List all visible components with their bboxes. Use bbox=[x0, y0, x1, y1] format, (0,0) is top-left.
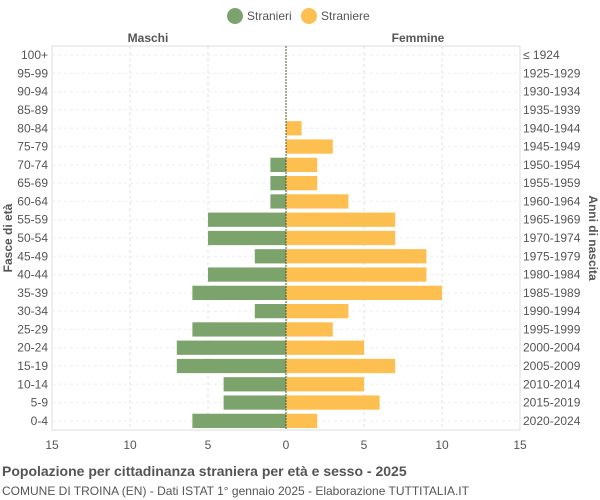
age-band-label: 40-44 bbox=[17, 268, 48, 282]
age-band-label: 80-84 bbox=[17, 121, 48, 135]
bar-male bbox=[208, 230, 286, 246]
chart-subtitle: COMUNE DI TROINA (EN) - Dati ISTAT 1° ge… bbox=[2, 484, 469, 498]
bar-male bbox=[254, 304, 286, 319]
bar-male bbox=[192, 322, 286, 337]
bar-male bbox=[208, 212, 286, 227]
bar-female bbox=[286, 340, 364, 355]
birth-year-label: 1925-1929 bbox=[523, 66, 581, 80]
age-band-label: 60-64 bbox=[17, 194, 48, 208]
age-band-label: 5-9 bbox=[31, 396, 49, 410]
birth-year-label: ≤ 1924 bbox=[523, 48, 560, 62]
y-axis-title-right: Anni di nascita bbox=[586, 195, 600, 281]
birth-year-label: 2020-2024 bbox=[523, 414, 581, 428]
legend-label-stranieri: Stranieri bbox=[247, 9, 292, 23]
age-band-label: 25-29 bbox=[17, 322, 48, 336]
age-band-label: 50-54 bbox=[17, 231, 48, 245]
age-band-label: 0-4 bbox=[31, 414, 49, 428]
birth-year-label: 1975-1979 bbox=[523, 249, 581, 263]
bar-male bbox=[208, 267, 286, 282]
bar-female bbox=[286, 176, 318, 191]
birth-year-label: 1970-1974 bbox=[523, 231, 581, 245]
bar-male bbox=[176, 340, 286, 355]
legend-swatch-straniere bbox=[301, 8, 317, 24]
birth-year-label: 1995-1999 bbox=[523, 322, 581, 336]
x-tick-label: 5 bbox=[205, 438, 212, 452]
males-header: Maschi bbox=[128, 31, 169, 45]
age-band-label: 65-69 bbox=[17, 176, 48, 190]
chart-title: Popolazione per cittadinanza straniera p… bbox=[2, 463, 407, 479]
bar-female bbox=[286, 358, 396, 374]
x-tick-label: 15 bbox=[513, 438, 527, 452]
age-band-label: 35-39 bbox=[17, 286, 48, 300]
birth-year-label: 2005-2009 bbox=[523, 359, 581, 373]
bar-female bbox=[286, 212, 396, 227]
bar-female bbox=[286, 121, 302, 136]
age-band-label: 75-79 bbox=[17, 140, 48, 154]
x-tick-label: 0 bbox=[283, 438, 290, 452]
age-band-label: 95-99 bbox=[17, 66, 48, 80]
birth-year-label: 1935-1939 bbox=[523, 103, 581, 117]
bar-female bbox=[286, 285, 442, 300]
bar-male bbox=[270, 157, 286, 172]
bar-male bbox=[254, 249, 286, 264]
bar-male bbox=[223, 395, 286, 410]
bar-male bbox=[223, 377, 286, 392]
x-tick-label: 10 bbox=[123, 438, 137, 452]
bar-female bbox=[286, 267, 427, 282]
population-pyramid-chart: 15 10 5 0 5 10 15 100+ ≤ 1924 95-99 1925-1929 90-94… bbox=[1, 8, 600, 452]
birth-year-label: 1965-1969 bbox=[523, 213, 581, 227]
birth-year-label: 2000-2004 bbox=[523, 341, 581, 355]
birth-year-label: 1940-1944 bbox=[523, 121, 581, 135]
bar-male bbox=[270, 194, 286, 209]
bar-female bbox=[286, 413, 318, 428]
bar-female bbox=[286, 157, 318, 172]
bar-male bbox=[176, 358, 286, 374]
birth-year-label: 1960-1964 bbox=[523, 194, 581, 208]
birth-year-label: 2010-2014 bbox=[523, 377, 581, 391]
bar-female bbox=[286, 322, 333, 337]
bar-male bbox=[192, 413, 286, 428]
legend-label-straniere: Straniere bbox=[321, 9, 370, 23]
bar-female bbox=[286, 230, 396, 246]
birth-year-label: 1990-1994 bbox=[523, 304, 581, 318]
age-band-label: 15-19 bbox=[17, 359, 48, 373]
birth-year-label: 1985-1989 bbox=[523, 286, 581, 300]
legend-swatch-stranieri bbox=[227, 8, 243, 24]
birth-year-label: 1950-1954 bbox=[523, 158, 581, 172]
age-band-label: 100+ bbox=[21, 48, 48, 62]
birth-year-label: 1980-1984 bbox=[523, 268, 581, 282]
x-tick-label: 5 bbox=[361, 438, 368, 452]
bar-female bbox=[286, 395, 380, 410]
females-header: Femmine bbox=[392, 31, 445, 45]
bar-male bbox=[270, 176, 286, 191]
birth-year-label: 1945-1949 bbox=[523, 140, 581, 154]
age-band-label: 55-59 bbox=[17, 213, 48, 227]
bar-female bbox=[286, 249, 427, 264]
age-band-label: 70-74 bbox=[17, 158, 48, 172]
bar-female bbox=[286, 304, 349, 319]
x-tick-label: 10 bbox=[435, 438, 449, 452]
bar-female bbox=[286, 139, 333, 154]
birth-year-label: 1930-1934 bbox=[523, 85, 581, 99]
bar-female bbox=[286, 377, 364, 392]
age-band-label: 90-94 bbox=[17, 85, 48, 99]
x-tick-label: 15 bbox=[45, 438, 59, 452]
bar-male bbox=[192, 285, 286, 300]
birth-year-label: 1955-1959 bbox=[523, 176, 581, 190]
bar-female bbox=[286, 194, 349, 209]
age-band-label: 45-49 bbox=[17, 249, 48, 263]
age-band-label: 30-34 bbox=[17, 304, 48, 318]
y-axis-title-left: Fasce di età bbox=[1, 203, 15, 272]
age-band-label: 85-89 bbox=[17, 103, 48, 117]
birth-year-label: 2015-2019 bbox=[523, 396, 581, 410]
age-band-label: 10-14 bbox=[17, 377, 48, 391]
age-band-label: 20-24 bbox=[17, 341, 48, 355]
